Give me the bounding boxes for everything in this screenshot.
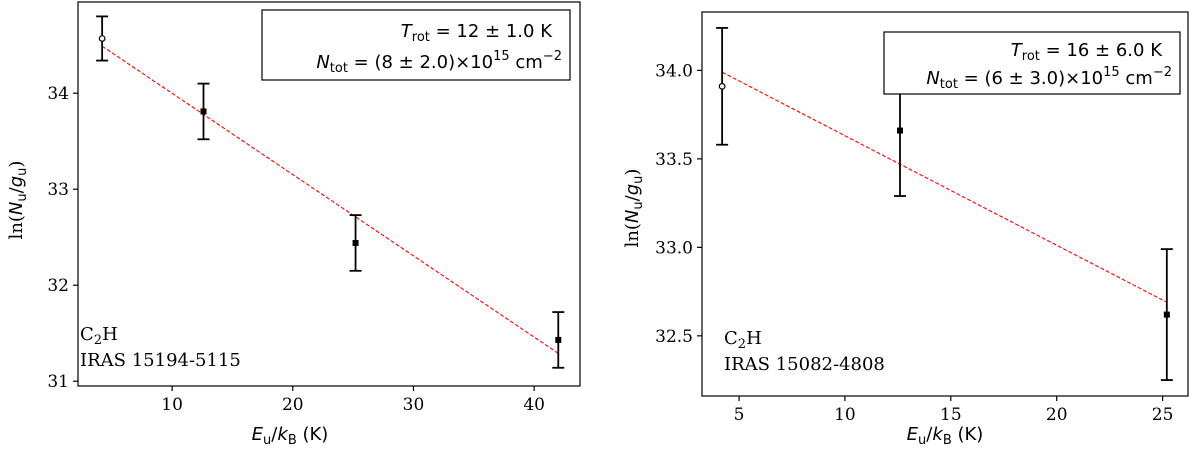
source-label: IRAS 15082-4808	[724, 354, 885, 375]
trot-text: Trot = 16 ± 6.0 K	[1011, 40, 1163, 64]
plot-frame	[701, 11, 1189, 397]
x-tick-label: 20	[282, 395, 304, 415]
y-axis-label: ln(Nu/gu)	[6, 161, 30, 240]
data-point	[897, 127, 903, 134]
fit-line	[101, 45, 559, 354]
y-tick-label: 33	[47, 180, 69, 200]
y-axis-label: ln(Nu/gu)	[622, 169, 646, 248]
chart-panel-right: 5 10 15 20 25 32.5 33.0 33.5 34.0 Trot = 16 ± 6.…	[622, 11, 1189, 448]
data-point	[200, 108, 207, 115]
data-point	[555, 336, 562, 343]
data-point	[352, 239, 359, 246]
ntot-text: Ntot = (8 ± 2.0)×1015 cm−2	[316, 49, 562, 76]
plot-frame	[77, 1, 581, 387]
x-tick-label: 10	[161, 395, 183, 415]
x-tick-label: 30	[403, 395, 425, 415]
fit-line	[721, 71, 1168, 303]
x-tick-label: 25	[1152, 405, 1174, 425]
x-tick-label: 40	[523, 395, 545, 415]
y-tick-label: 33.5	[655, 150, 693, 170]
source-label: IRAS 15194-5115	[80, 350, 241, 371]
fit-results-box	[883, 31, 1181, 95]
fit-results-box	[261, 9, 571, 81]
y-tick-label: 34	[47, 84, 69, 104]
y-tick-label: 32	[47, 276, 69, 296]
y-tick-label: 34.0	[655, 61, 693, 81]
chart-panel-left: 10 20 30 40 31 32 33 34 Trot = 12 ± 1.0 K Ntot …	[6, 1, 581, 448]
x-axis-label: Eu/kB (K)	[907, 424, 984, 448]
y-tick-label: 32.5	[655, 327, 693, 347]
y-tick-label: 31	[47, 372, 69, 392]
trot-text: Trot = 12 ± 1.0 K	[401, 21, 553, 45]
molecule-label: C2H	[80, 324, 118, 348]
x-tick-label: 10	[834, 405, 856, 425]
x-tick-label: 5	[734, 405, 745, 425]
y-tick-label: 33.0	[655, 238, 693, 258]
x-tick-label: 15	[940, 405, 962, 425]
data-point-open	[718, 82, 726, 90]
ntot-text: Ntot = (6 ± 3.0)×1015 cm−2	[926, 65, 1172, 92]
x-axis-label: Eu/kB (K)	[252, 424, 329, 448]
molecule-label: C2H	[724, 328, 762, 352]
x-tick-label: 20	[1046, 405, 1068, 425]
data-point	[1163, 311, 1170, 318]
data-point-open	[98, 35, 106, 42]
